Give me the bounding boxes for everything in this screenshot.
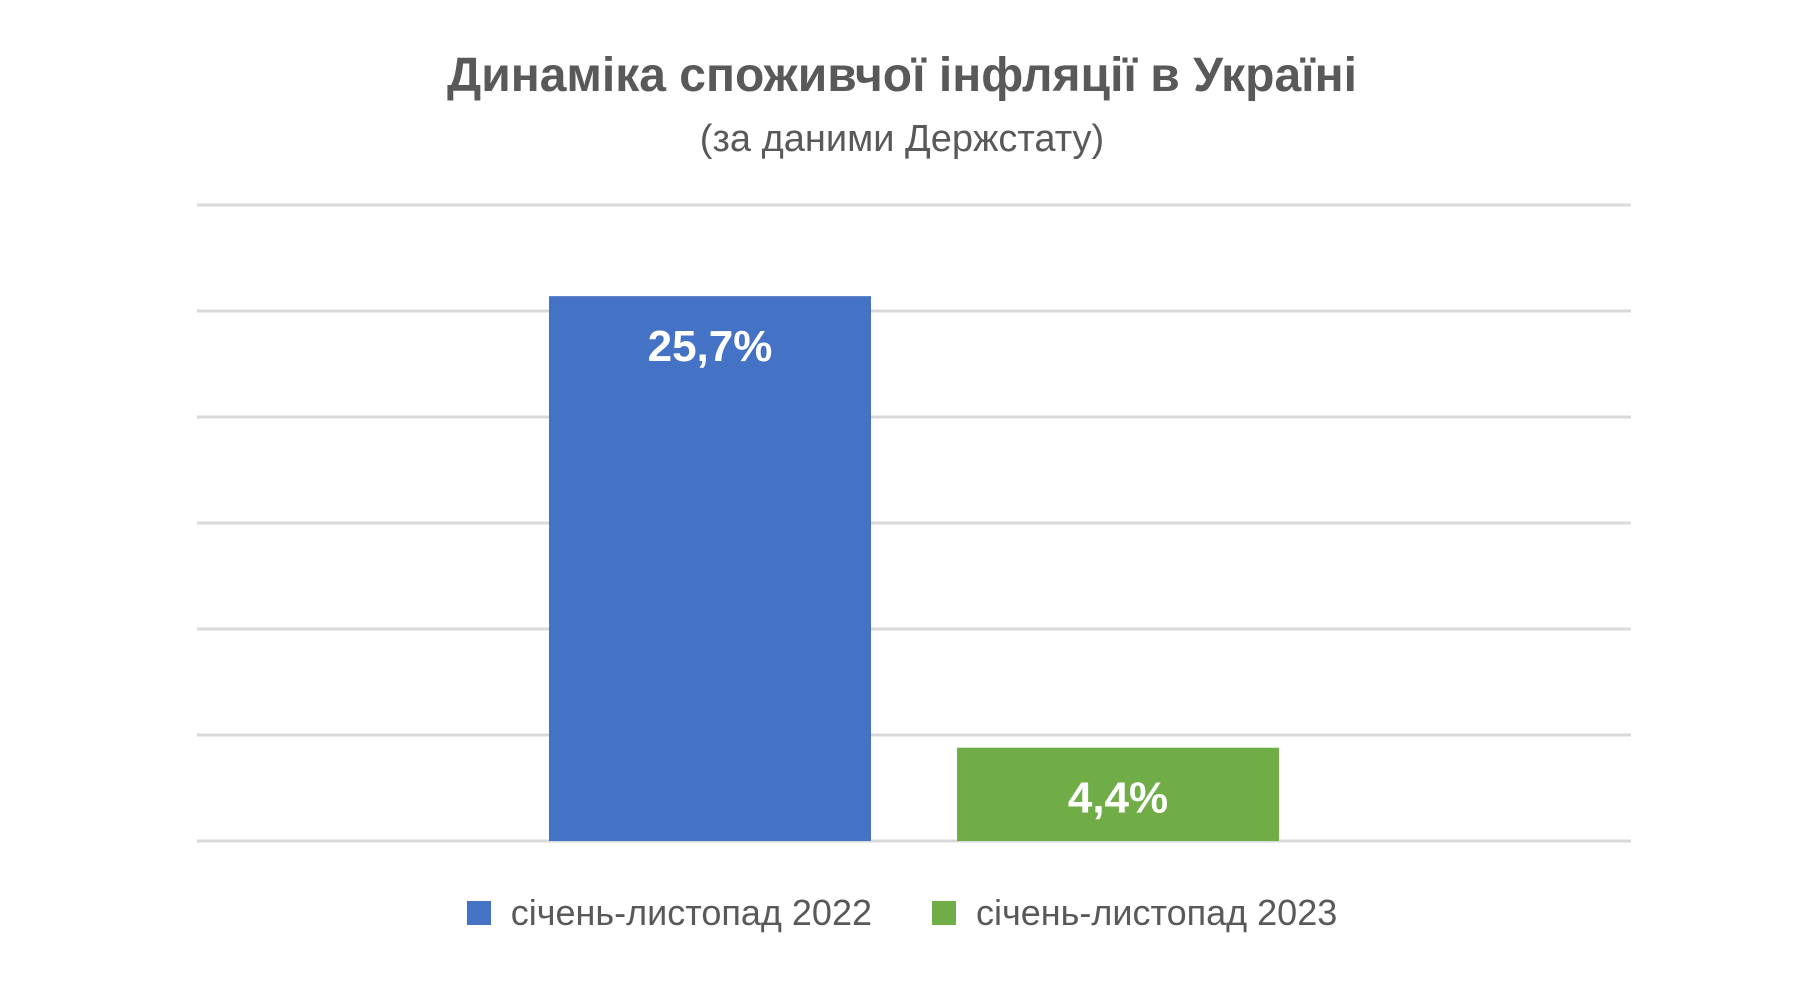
legend-item-2022[interactable]: січень-листопад 2022 <box>466 892 872 934</box>
bar-2023[interactable] <box>957 747 1279 841</box>
data-label-2022: 25,7% <box>648 322 773 371</box>
chart-subtitle: (за даними Держстату) <box>699 118 1105 160</box>
legend-swatch-2022 <box>466 901 491 925</box>
legend: січень-листопад 2022 січень-листопад 202… <box>0 892 1804 934</box>
bar-2022[interactable] <box>549 296 871 841</box>
data-label-2023: 4,4% <box>1068 774 1168 823</box>
legend-label-2023: січень-листопад 2023 <box>976 892 1338 933</box>
legend-swatch-2023 <box>932 901 956 925</box>
legend-item-2023[interactable]: січень-листопад 2023 <box>932 892 1337 934</box>
chart-title: Динаміка споживчої інфляції в Україні <box>447 49 1357 102</box>
legend-label-2022: січень-листопад 2022 <box>510 892 872 933</box>
